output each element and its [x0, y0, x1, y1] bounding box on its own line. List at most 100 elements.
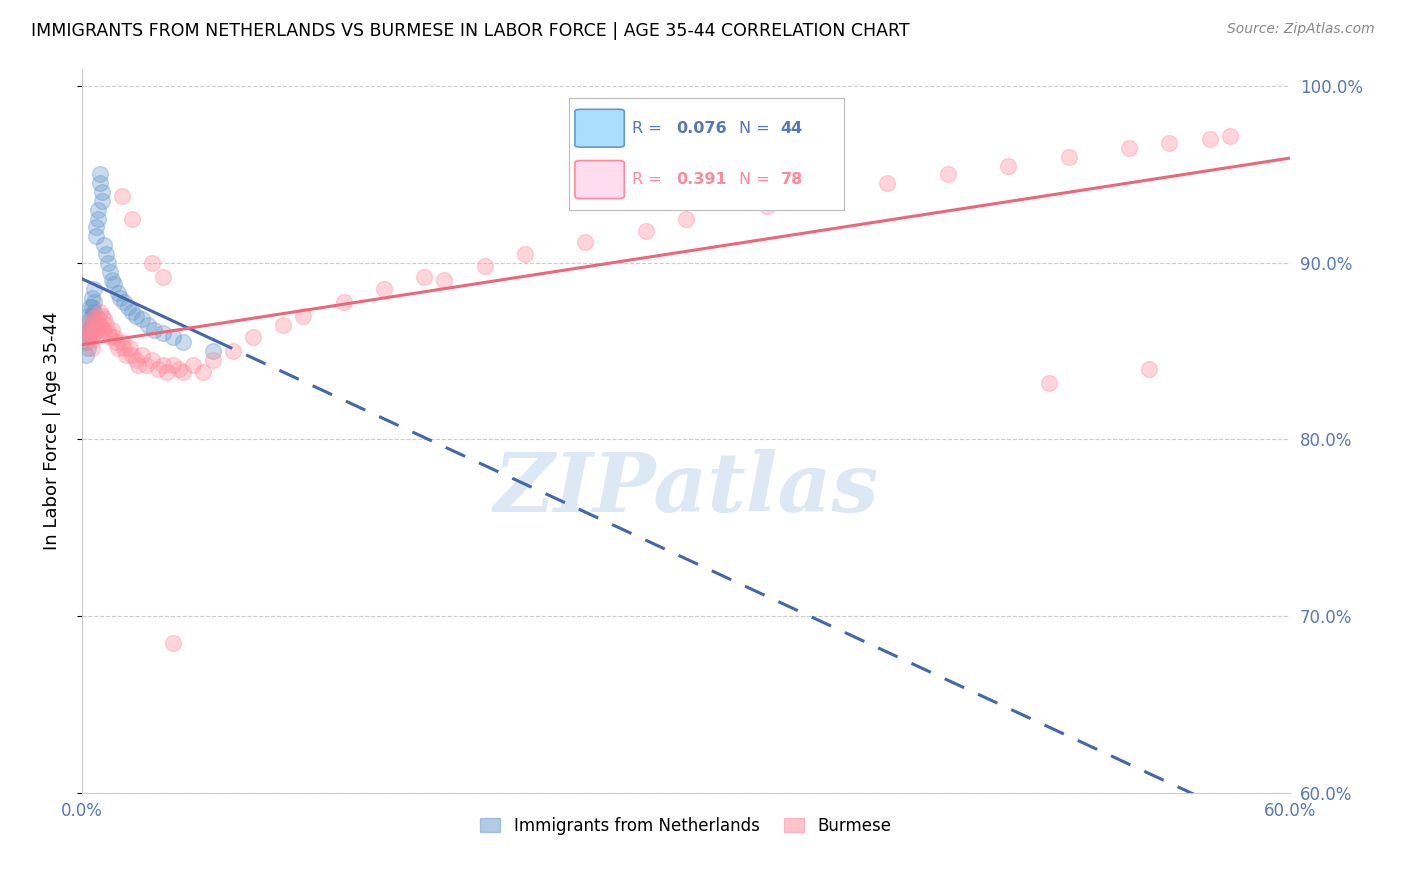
Point — [110, 291, 132, 305]
Point — [103, 330, 125, 344]
Point — [115, 348, 138, 362]
Point — [112, 294, 135, 309]
Point — [138, 318, 160, 332]
Point — [755, 199, 778, 213]
Text: 44: 44 — [780, 120, 803, 136]
Point — [292, 309, 315, 323]
Point — [117, 300, 139, 314]
Point — [997, 159, 1019, 173]
Point — [93, 238, 115, 252]
Point — [97, 256, 120, 270]
Point — [513, 247, 536, 261]
Point — [148, 361, 170, 376]
Point — [162, 330, 184, 344]
Point — [474, 260, 496, 274]
Point — [125, 309, 148, 323]
Point — [83, 294, 105, 309]
Point — [80, 309, 103, 323]
Point — [89, 318, 111, 332]
FancyBboxPatch shape — [575, 161, 624, 199]
Point — [332, 294, 354, 309]
Point — [162, 358, 184, 372]
Point — [143, 323, 166, 337]
Point — [574, 235, 596, 249]
Point — [89, 305, 111, 319]
Point — [84, 309, 107, 323]
Point — [80, 300, 103, 314]
Point — [273, 318, 295, 332]
Point — [84, 220, 107, 235]
Text: 0.391: 0.391 — [676, 172, 727, 187]
Point — [77, 309, 100, 323]
Point — [101, 273, 124, 287]
Point — [1118, 141, 1140, 155]
Y-axis label: In Labor Force | Age 35-44: In Labor Force | Age 35-44 — [44, 311, 60, 549]
Point — [98, 330, 121, 344]
Point — [83, 305, 105, 319]
Point — [87, 202, 110, 217]
Point — [79, 326, 101, 341]
Text: N =: N = — [740, 120, 775, 136]
Point — [1038, 376, 1060, 390]
Point — [1137, 361, 1160, 376]
Point — [79, 312, 101, 326]
Point — [98, 265, 121, 279]
Point — [112, 341, 135, 355]
Point — [131, 312, 153, 326]
Point — [107, 341, 129, 355]
Text: R =: R = — [633, 172, 668, 187]
Point — [101, 323, 124, 337]
Point — [77, 323, 100, 337]
Point — [83, 326, 105, 341]
Text: IMMIGRANTS FROM NETHERLANDS VS BURMESE IN LABOR FORCE | AGE 35-44 CORRELATION CH: IMMIGRANTS FROM NETHERLANDS VS BURMESE I… — [31, 22, 910, 40]
Point — [111, 335, 134, 350]
Point — [152, 358, 174, 372]
Point — [77, 330, 100, 344]
Point — [222, 344, 245, 359]
Point — [127, 358, 149, 372]
Point — [373, 282, 395, 296]
Point — [167, 361, 190, 376]
Point — [191, 365, 214, 379]
Point — [162, 635, 184, 649]
Point — [94, 318, 117, 332]
Point — [634, 224, 657, 238]
Point — [79, 318, 101, 332]
Point — [87, 323, 110, 337]
Point — [87, 211, 110, 226]
Point — [80, 323, 103, 337]
Point — [84, 323, 107, 337]
Point — [152, 326, 174, 341]
Point — [80, 291, 103, 305]
Point — [413, 269, 436, 284]
Point — [75, 326, 97, 341]
Point — [79, 335, 101, 350]
Point — [1057, 150, 1080, 164]
Point — [201, 353, 224, 368]
Point — [97, 326, 120, 341]
Point — [876, 177, 898, 191]
Point — [89, 168, 111, 182]
Point — [1159, 136, 1181, 150]
Text: ZIPatlas: ZIPatlas — [494, 449, 879, 529]
Point — [172, 365, 194, 379]
Point — [105, 335, 128, 350]
Point — [242, 330, 264, 344]
Point — [75, 335, 97, 350]
Point — [79, 300, 101, 314]
Point — [84, 229, 107, 244]
Point — [93, 323, 115, 337]
Point — [131, 348, 153, 362]
Point — [155, 365, 177, 379]
Point — [141, 353, 163, 368]
Point — [936, 168, 959, 182]
Point — [135, 358, 157, 372]
Point — [79, 323, 101, 337]
Point — [121, 348, 143, 362]
Point — [815, 185, 838, 199]
Point — [141, 256, 163, 270]
Point — [80, 341, 103, 355]
Point — [75, 348, 97, 362]
Point — [111, 188, 134, 202]
FancyBboxPatch shape — [575, 109, 624, 147]
